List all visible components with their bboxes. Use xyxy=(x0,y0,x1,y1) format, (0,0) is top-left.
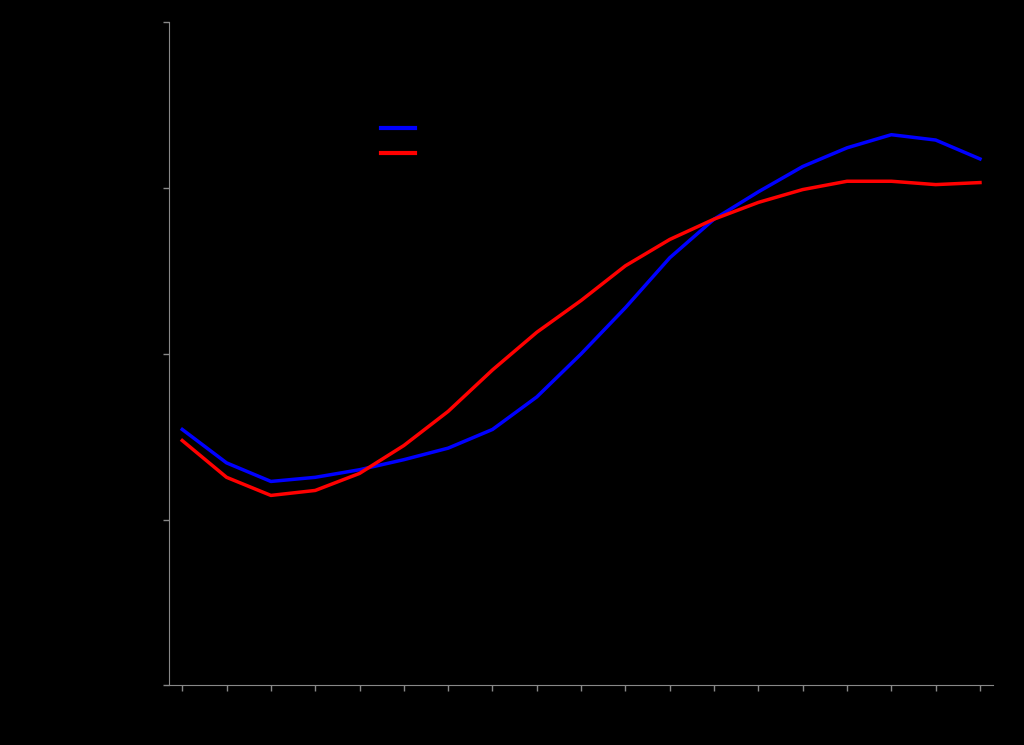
  xyxy=(708,215,720,223)
  xyxy=(530,328,543,337)
Line:   xyxy=(182,181,980,495)
  xyxy=(753,187,765,196)
  xyxy=(797,185,809,194)
  xyxy=(797,162,809,171)
Line:   xyxy=(182,135,980,481)
  xyxy=(841,143,853,152)
  xyxy=(885,177,897,186)
  xyxy=(664,253,676,262)
  xyxy=(574,296,587,305)
  xyxy=(220,458,232,467)
  xyxy=(753,198,765,207)
  xyxy=(309,486,322,495)
  xyxy=(397,441,410,450)
  xyxy=(397,455,410,464)
  xyxy=(664,235,676,244)
  xyxy=(974,178,986,187)
  xyxy=(309,473,322,482)
  xyxy=(530,393,543,402)
  xyxy=(442,444,455,453)
  xyxy=(265,491,278,500)
  xyxy=(176,436,188,445)
  xyxy=(620,303,632,312)
  xyxy=(574,349,587,358)
  xyxy=(220,473,232,482)
  xyxy=(486,366,499,375)
  xyxy=(620,261,632,270)
  xyxy=(353,466,366,475)
  xyxy=(930,136,942,145)
  xyxy=(930,180,942,189)
  xyxy=(974,154,986,163)
  xyxy=(353,469,366,478)
Legend:  ,  : , xyxy=(374,115,438,168)
  xyxy=(486,425,499,434)
  xyxy=(265,477,278,486)
  xyxy=(176,425,188,434)
  xyxy=(708,215,720,223)
  xyxy=(442,407,455,416)
  xyxy=(885,130,897,139)
  xyxy=(841,177,853,186)
